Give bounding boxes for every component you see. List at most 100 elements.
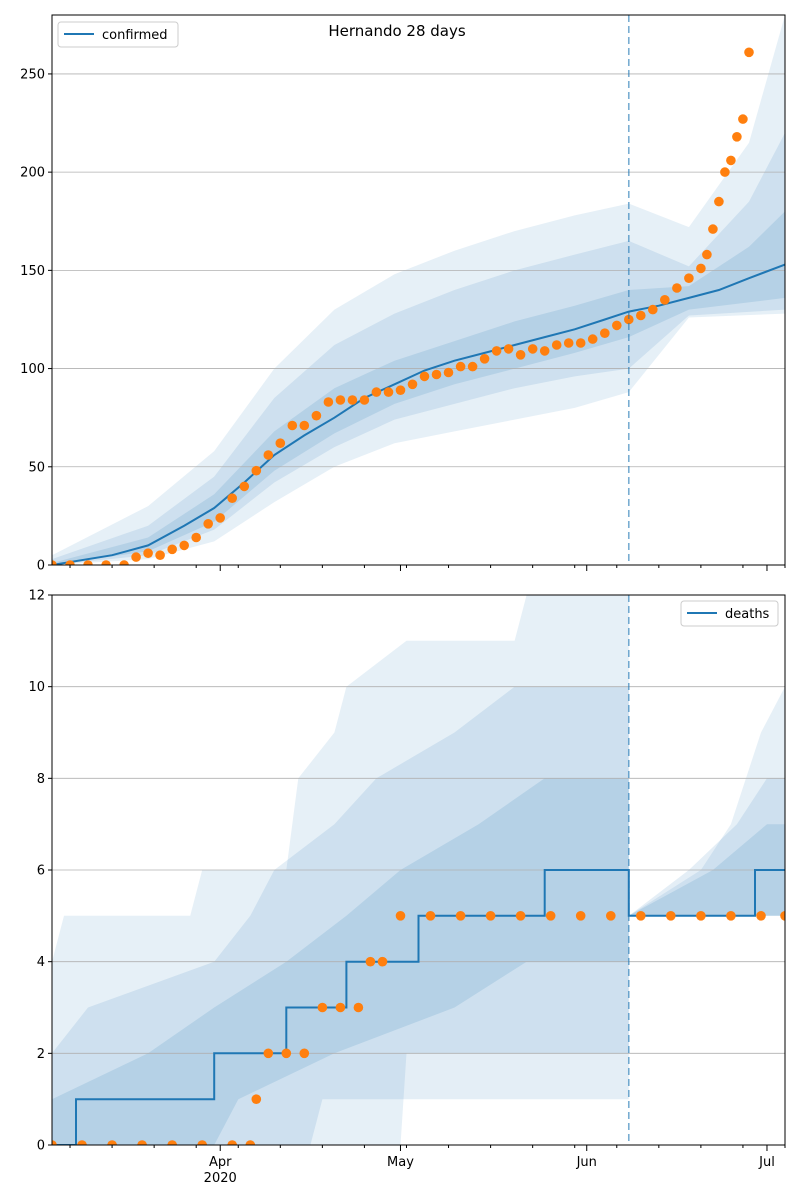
observed-point [107,1140,117,1145]
observed-point [696,911,706,921]
observed-point [52,1140,57,1145]
observed-point [275,438,286,449]
observed-point [636,310,646,321]
observed-point [666,911,676,921]
observed-point [600,328,610,339]
observed-point [563,338,574,348]
y-tick-label: 250 [20,67,45,82]
observed-point [780,911,785,921]
x-tick-label: Apr [209,1155,232,1170]
observed-point [227,1140,237,1145]
observed-point [684,273,694,284]
observed-point [660,295,670,305]
observed-point [419,371,430,382]
x-tick-sublabel: 2020 [204,1171,237,1186]
legend-label-confirmed: confirmed [102,28,168,43]
observed-point [726,155,736,166]
y-tick-label: 2 [37,1047,45,1062]
deaths-legend: deaths [680,600,779,627]
observed-point [425,911,436,921]
observed-point [119,560,129,565]
legend-label-deaths: deaths [725,607,770,622]
observed-point [137,1140,147,1145]
observed-point [263,450,274,460]
observed-point [720,167,730,177]
observed-point [395,385,406,396]
observed-point [648,304,658,315]
observed-point [467,361,478,372]
observed-point [143,548,153,558]
observed-point [587,334,598,344]
x-tick-label: Jul [758,1155,775,1170]
legend-box [680,600,779,627]
observed-point [179,540,189,551]
observed-point [575,338,586,348]
observed-point [624,314,634,325]
observed-point [503,344,514,354]
observed-point [732,132,742,142]
y-tick-label: 100 [20,362,45,377]
observed-point [131,552,141,562]
observed-point [245,1140,256,1145]
observed-point [52,560,57,565]
observed-point [353,1002,364,1013]
confirmed-panel: 0 50 100 150 200 250 Hernando 28 days confirm… [20,14,786,574]
observed-point [239,481,250,492]
observed-point [155,550,165,560]
observed-point [215,513,225,523]
observed-point [227,493,237,504]
observed-point [515,911,526,921]
observed-point [323,397,334,407]
observed-point [251,465,262,476]
observed-point [65,560,75,565]
y-tick-label: 4 [37,955,45,970]
band-interval-middle [52,132,785,565]
observed-point [263,1048,274,1059]
x-tick-label: May [387,1155,414,1170]
observed-point [479,354,490,364]
observed-point [83,560,93,565]
observed-point [335,1002,346,1013]
observed-point [347,395,358,405]
observed-point [377,956,388,967]
observed-point [281,1048,292,1059]
confirmed-legend: confirmed [57,21,179,48]
observed-point [311,410,322,421]
chart-title: Hernando 28 days [328,22,466,40]
observed-point [197,1140,207,1145]
observed-point [299,420,310,431]
observed-point [443,367,454,378]
observed-point [551,340,562,350]
observed-point [407,379,418,390]
observed-point [696,263,706,274]
observed-point [485,911,496,921]
observed-point [383,387,394,397]
confirmed-series [52,47,785,565]
observed-point [612,320,622,331]
observed-point [359,395,370,405]
observed-point [203,519,213,529]
y-tick-label: 8 [37,772,45,787]
observed-point [365,956,376,967]
observed-point [431,369,442,380]
y-tick-label: 6 [37,864,45,879]
y-tick-label: 10 [28,680,45,695]
observed-point [738,114,748,124]
observed-point [371,387,382,397]
deaths-series [52,869,785,1145]
band-interval-outer [52,15,785,565]
observed-point [335,395,346,405]
y-tick-label: 0 [37,559,45,574]
observed-point [539,346,550,356]
observed-point [167,544,177,555]
observed-point [702,249,712,260]
observed-point [636,911,646,921]
observed-point [101,560,111,565]
legend-box [57,21,179,48]
observed-point [545,911,556,921]
observed-point [714,196,724,207]
observed-point [672,283,682,293]
observed-point [317,1002,328,1013]
